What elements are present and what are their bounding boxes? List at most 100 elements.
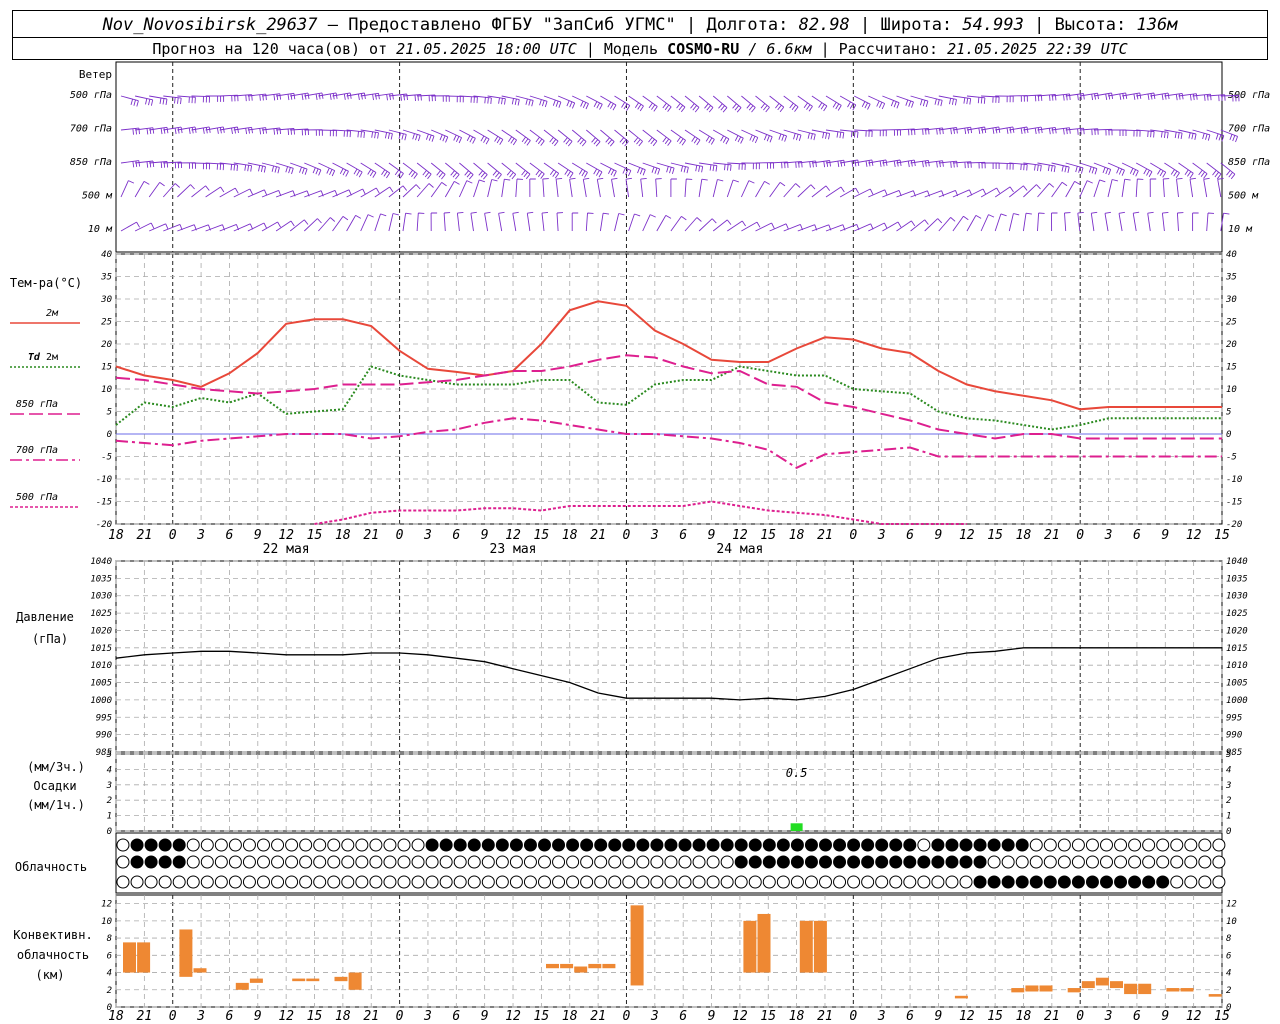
wind-barb <box>1064 212 1071 232</box>
conv-ytick-right: 10 <box>1226 917 1237 927</box>
cloud-cover-circle <box>889 875 903 889</box>
wind-barb <box>1023 94 1043 102</box>
cloud-cover-circle <box>116 855 130 869</box>
cloud-cover-circle <box>538 838 551 852</box>
time-tick-label: 6 <box>1133 528 1141 543</box>
wind-barb <box>1093 179 1106 198</box>
wind-barb <box>811 129 831 140</box>
wind-barb <box>741 129 759 144</box>
wind-barb <box>177 162 196 169</box>
time-tick-label: 12 <box>278 528 294 543</box>
time-tick-label: 12 <box>959 528 975 543</box>
wind-barb <box>162 183 180 198</box>
wind-barb <box>501 95 520 106</box>
wind-barb <box>542 178 549 198</box>
wind-barb <box>430 162 446 180</box>
wind-barb <box>416 183 434 198</box>
wind-barb <box>1077 211 1084 232</box>
pres-ytick-left: 1020 <box>90 626 112 636</box>
temp-legend-label: 2м <box>46 308 59 319</box>
cloud-cover-circle <box>1128 838 1142 852</box>
cloud-cover-circle <box>341 875 355 889</box>
pres-ytick-right: 1040 <box>1226 557 1248 567</box>
cloud-cover-circle <box>790 855 804 869</box>
conv-cloud-bar <box>1095 977 1109 986</box>
pres-ytick-right: 1015 <box>1226 644 1248 654</box>
time-tick-label-bottom: 12 <box>732 1009 748 1024</box>
wind-barb <box>430 182 447 198</box>
wind-barb <box>1217 177 1224 198</box>
wind-barb <box>177 184 195 198</box>
time-tick-label: 12 <box>732 528 748 543</box>
time-tick-label-bottom: 15 <box>1214 1009 1230 1024</box>
conv-cloud-bar <box>193 968 207 973</box>
cloud-cover-circle <box>819 855 832 869</box>
wind-barb <box>149 95 168 105</box>
conv-cloud-bar <box>630 905 644 986</box>
temp-ytick-right: 35 <box>1225 273 1237 283</box>
wind-barb <box>290 128 309 136</box>
cloud-cover-circle <box>495 838 509 852</box>
time-tick-label: 18 <box>335 528 351 543</box>
wind-barb <box>445 95 464 103</box>
cloud-cover-circle <box>172 855 186 869</box>
wind-barb <box>614 95 631 111</box>
wind-barb <box>910 159 930 168</box>
cloud-cover-circle <box>369 875 383 889</box>
model-label: | Модель <box>585 40 659 58</box>
precip-title-1h: (мм/1ч.) <box>27 798 85 812</box>
cloud-cover-circle <box>509 875 523 889</box>
wind-barb <box>120 95 139 107</box>
time-tick-label: 18 <box>562 528 578 543</box>
cloud-cover-circle <box>776 838 790 852</box>
conv-cloud-bar <box>1180 988 1194 992</box>
cloud-cover-circle <box>636 838 650 852</box>
conv-cloud-bar <box>757 913 771 973</box>
wind-barb <box>896 128 916 136</box>
calc-label: | Рассчитано: <box>820 40 939 58</box>
wind-barb <box>755 222 775 232</box>
wind-barb <box>628 95 644 112</box>
cloud-cover-circle <box>1142 855 1156 869</box>
wind-barb <box>120 160 141 168</box>
conv-cloud-bar <box>560 963 574 969</box>
wind-barb <box>896 220 916 232</box>
wind-barb <box>1206 94 1226 102</box>
time-tick-label-bottom: 3 <box>877 1009 886 1024</box>
cloud-cover-circle <box>1057 855 1071 869</box>
forecast-from: 21.05.2025 18:00 UTC <box>396 40 577 58</box>
prec-frame <box>115 753 1223 832</box>
temp-ytick-right: 30 <box>1225 295 1237 305</box>
wind-barb <box>205 95 225 102</box>
cloud-cover-circle <box>383 838 397 852</box>
wind-barb <box>783 129 802 142</box>
wind-barb <box>374 162 391 179</box>
pres-ytick-left: 1030 <box>90 592 112 602</box>
cloud-cover-circle <box>200 855 214 869</box>
conv-cloud-bar <box>602 963 616 969</box>
cloud-cover-circle <box>1085 875 1099 889</box>
wind-barb <box>614 162 632 177</box>
cloud-cover-circle <box>1071 875 1085 889</box>
temp-ytick-left: 30 <box>100 295 112 305</box>
cloud-cover-circle <box>1212 875 1226 889</box>
wind-barb <box>1065 93 1085 101</box>
wind-barb <box>854 129 873 138</box>
conv-ytick-right: 2 <box>1226 986 1231 996</box>
temp-ytick-right: -20 <box>1226 520 1242 530</box>
time-tick-label-bottom: 12 <box>505 1009 521 1024</box>
date-label: 22 мая <box>263 542 310 557</box>
conv-cloud-bar <box>574 966 588 973</box>
temp-ytick-left: -15 <box>96 498 112 508</box>
temp-ytick-left: 40 <box>101 250 112 260</box>
time-tick-label-bottom: 18 <box>335 1009 351 1024</box>
wind-barb <box>346 188 366 198</box>
conv-cloud-bar <box>137 942 151 973</box>
time-tick-label: 9 <box>934 528 942 543</box>
wind-barb <box>882 95 900 109</box>
cloud-cover-circle <box>678 838 692 852</box>
wind-barb <box>572 95 589 110</box>
temp-ytick-left: 10 <box>101 385 112 395</box>
wind-barb <box>219 94 239 102</box>
wind-barb <box>555 177 563 198</box>
